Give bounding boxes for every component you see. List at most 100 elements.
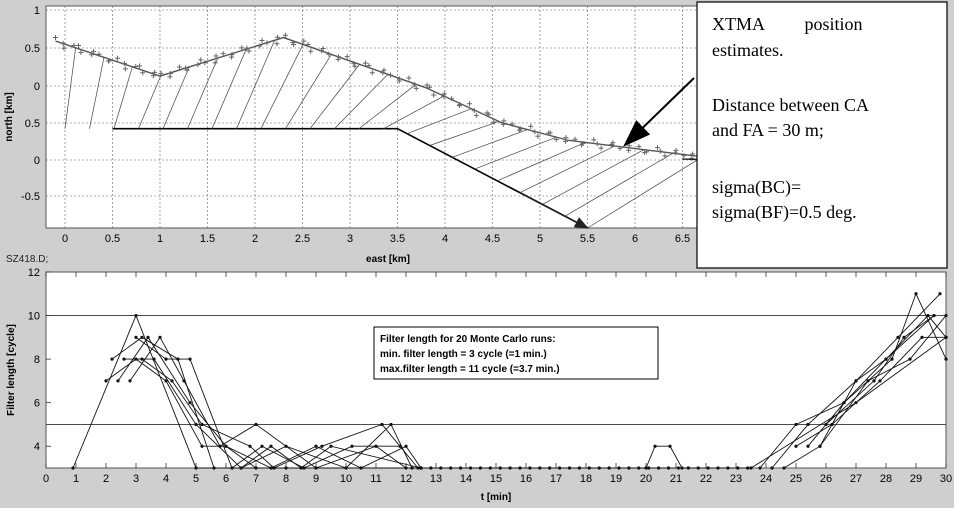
position-estimate-marker [388, 72, 394, 78]
position-estimate-marker [91, 48, 97, 54]
position-estimate-marker [662, 153, 668, 159]
filter-annotation-line: Filter length for 20 Monte Carlo runs: [380, 334, 556, 345]
y-tick-label: 4 [34, 441, 40, 453]
position-estimate-marker [264, 40, 270, 46]
filter-length-point [627, 466, 631, 470]
filter-length-point [152, 357, 156, 361]
bearing-line [285, 54, 332, 129]
filter-length-point [104, 379, 108, 383]
position-estimate-marker [528, 123, 534, 129]
filter-length-point [146, 335, 150, 339]
bearing-line [497, 142, 586, 182]
position-estimate-marker [344, 54, 350, 60]
bearing-line [564, 152, 674, 217]
position-estimate-marker [617, 145, 623, 151]
x-tick-label: 24 [760, 473, 772, 485]
position-estimate-marker [366, 63, 372, 69]
x-tick-label: 5.5 [580, 233, 595, 245]
filter-length-point [567, 466, 572, 470]
filter-length-point [644, 466, 648, 470]
x-tick-label: 1 [157, 233, 163, 245]
position-estimate-marker [140, 70, 146, 76]
filter-length-point [449, 466, 453, 470]
filter-length-point [158, 335, 162, 339]
position-estimate-marker [326, 51, 332, 57]
filter-length-point [914, 292, 918, 296]
y-tick-label: 0.5 [25, 118, 40, 130]
filter-length-point [302, 466, 306, 470]
filter-length-point [686, 466, 690, 470]
position-estimate-marker [449, 96, 455, 102]
position-estimate-marker [122, 66, 128, 72]
note-box-frame [696, 1, 948, 269]
bearing-line [429, 121, 500, 146]
x-tick-label: 9 [313, 473, 319, 485]
position-estimate-marker [431, 92, 437, 98]
filter-length-point [528, 466, 532, 470]
position-estimate-marker [61, 45, 67, 51]
x-tick-label: 27 [850, 473, 862, 485]
filter-x-axis-label: t [min] [481, 492, 512, 503]
bearing-line [64, 47, 76, 129]
filter-length-point [329, 444, 333, 448]
note-line: sigma(BF)=0.5 deg. [712, 202, 857, 223]
position-estimate-marker [457, 102, 463, 108]
position-estimate-marker [547, 130, 553, 136]
position-estimate-marker [572, 136, 578, 142]
position-estimate-marker [362, 60, 368, 66]
position-estimate-marker [427, 84, 433, 90]
y-tick-label: 0.5 [25, 43, 40, 55]
position-estimate-marker [369, 70, 375, 76]
position-estimate-marker [202, 60, 208, 66]
note-box: XTMA position estimates. Distance betwee… [696, 1, 948, 269]
filter-length-run-line [645, 445, 683, 469]
position-estimate-marker [114, 55, 120, 61]
x-tick-label: 29 [910, 473, 922, 485]
bearing-line [358, 84, 417, 129]
x-tick-label: 8 [283, 473, 289, 485]
filter-length-point [607, 466, 611, 470]
filter-length-point [170, 379, 174, 383]
filter-length-point [116, 379, 120, 383]
trajectory-tick-labels: 0 0.5 1 1.5 2 2.5 3 3.5 4 4.5 5 5.5 6 6.5 -0.5 0 0.5 0 0.5… [21, 5, 690, 245]
position-estimate-marker [53, 35, 58, 41]
filter-length-run-line [141, 358, 419, 469]
filter-length-point [419, 466, 423, 470]
bearing-line [334, 74, 389, 129]
filter-length-point [254, 422, 258, 427]
filter-length-point [758, 466, 762, 470]
position-estimate-marker [246, 48, 252, 54]
filter-length-point [920, 335, 924, 339]
position-estimate-marker [553, 136, 559, 142]
bearing-line [89, 57, 105, 129]
filter-length-point [548, 466, 552, 470]
filter-length-point [597, 466, 601, 470]
trajectory-x-axis-label: east [km] [366, 254, 410, 265]
position-estimate-marker [305, 41, 311, 47]
position-estimate-marker [96, 51, 102, 57]
filter-length-point [439, 466, 443, 470]
filter-length-point [350, 444, 354, 448]
filter-length-point [666, 466, 671, 470]
position-estimate-marker [177, 64, 183, 70]
x-tick-label: 3 [133, 473, 139, 485]
filter-length-point [746, 466, 750, 470]
filter-length-point [770, 466, 774, 470]
filter-length-point [468, 466, 473, 470]
position-estimate-marker [198, 57, 204, 63]
bearing-line [452, 129, 528, 158]
y-tick-label: 8 [34, 354, 40, 366]
filter-length-point [884, 357, 888, 361]
trajectory-chart: 0 0.5 1 1.5 2 2.5 3 3.5 4 4.5 5 5.5 6 6.5 -0.5 0 0.5 0 0.5… [4, 5, 732, 265]
x-tick-label: 26 [820, 473, 832, 485]
filter-length-point [314, 466, 318, 470]
bearing-line [407, 108, 472, 135]
position-estimate-marker [672, 150, 678, 156]
filter-length-point [794, 444, 798, 448]
note-line: XTMA position [712, 14, 863, 34]
filter-length-point [239, 466, 243, 470]
filter-length-point [182, 379, 186, 383]
position-estimate-marker [229, 52, 235, 58]
position-estimate-marker [158, 70, 164, 76]
